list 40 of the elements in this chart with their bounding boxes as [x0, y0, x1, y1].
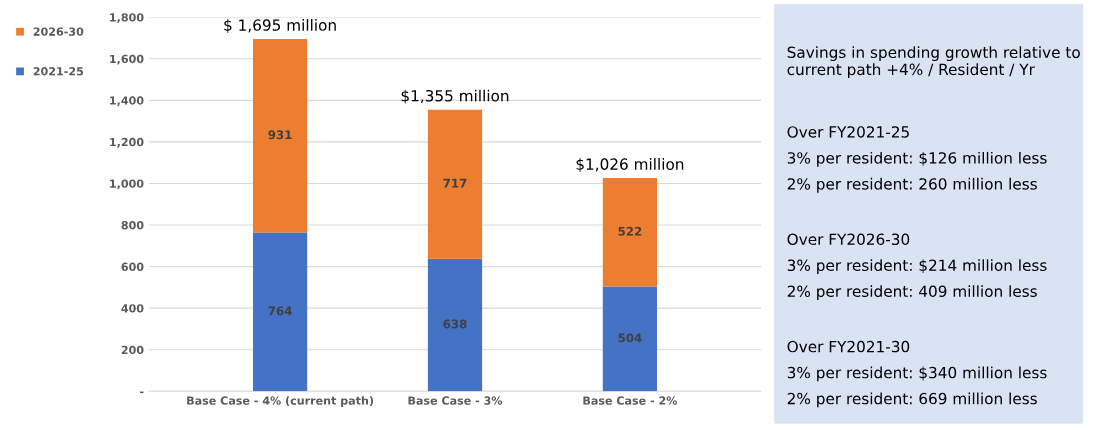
total-label: $1,355 million — [401, 89, 509, 104]
bar — [602, 178, 657, 287]
y-tick-label: 800 — [121, 221, 144, 230]
y-tick-label: 1,400 — [110, 96, 144, 107]
y-tick-label: 1,800 — [110, 13, 144, 23]
bar — [252, 39, 308, 233]
data-label: 764 — [268, 306, 292, 316]
data-label: 717 — [443, 178, 467, 188]
data-label: 522 — [618, 226, 642, 236]
legend-label: 2021-25 — [33, 67, 84, 76]
bar — [252, 232, 308, 392]
bar — [602, 286, 657, 392]
data-label: 638 — [443, 319, 467, 329]
text: Over FY2021-25 — [787, 126, 909, 138]
x-tick-label: Base Case - 4% (current path) — [187, 396, 374, 407]
text: 2% per resident: 669 million less — [787, 392, 1037, 408]
data-label: 504 — [618, 333, 642, 343]
y-tick-label: 600 — [121, 262, 144, 271]
total-label: $ 1,695 million — [224, 19, 336, 33]
y-tick-label: 1,000 — [110, 179, 144, 190]
y-tick-label: 1,600 — [110, 54, 144, 65]
text: 3% per resident: $340 million less — [787, 366, 1047, 382]
y-tick-label: 400 — [121, 304, 144, 313]
y-tick-label: - — [140, 391, 144, 394]
bar — [427, 258, 483, 392]
data-label: 931 — [268, 130, 292, 140]
text: Over FY2026-30 — [787, 233, 910, 246]
x-tick-label: Base Case - 3% — [408, 396, 503, 405]
text: 3% per resident: $214 million less — [787, 259, 1047, 274]
text: 2% per resident: 409 million less — [787, 285, 1037, 300]
text: Savings in spending growth relative to current path +4% / Resident / Yr — [787, 46, 1080, 79]
y-tick-label: 200 — [121, 345, 144, 355]
legend-label: 2026-30 — [33, 27, 84, 36]
text: 3% per resident: $126 million less — [787, 151, 1047, 167]
text: 2% per resident: 260 million less — [787, 177, 1037, 193]
bar — [427, 109, 483, 259]
text: Over FY2021-30 — [787, 340, 910, 353]
y-tick-label: 1,200 — [110, 137, 144, 148]
total-label: $1,026 million — [576, 158, 684, 172]
x-tick-label: Base Case - 2% — [583, 396, 678, 405]
